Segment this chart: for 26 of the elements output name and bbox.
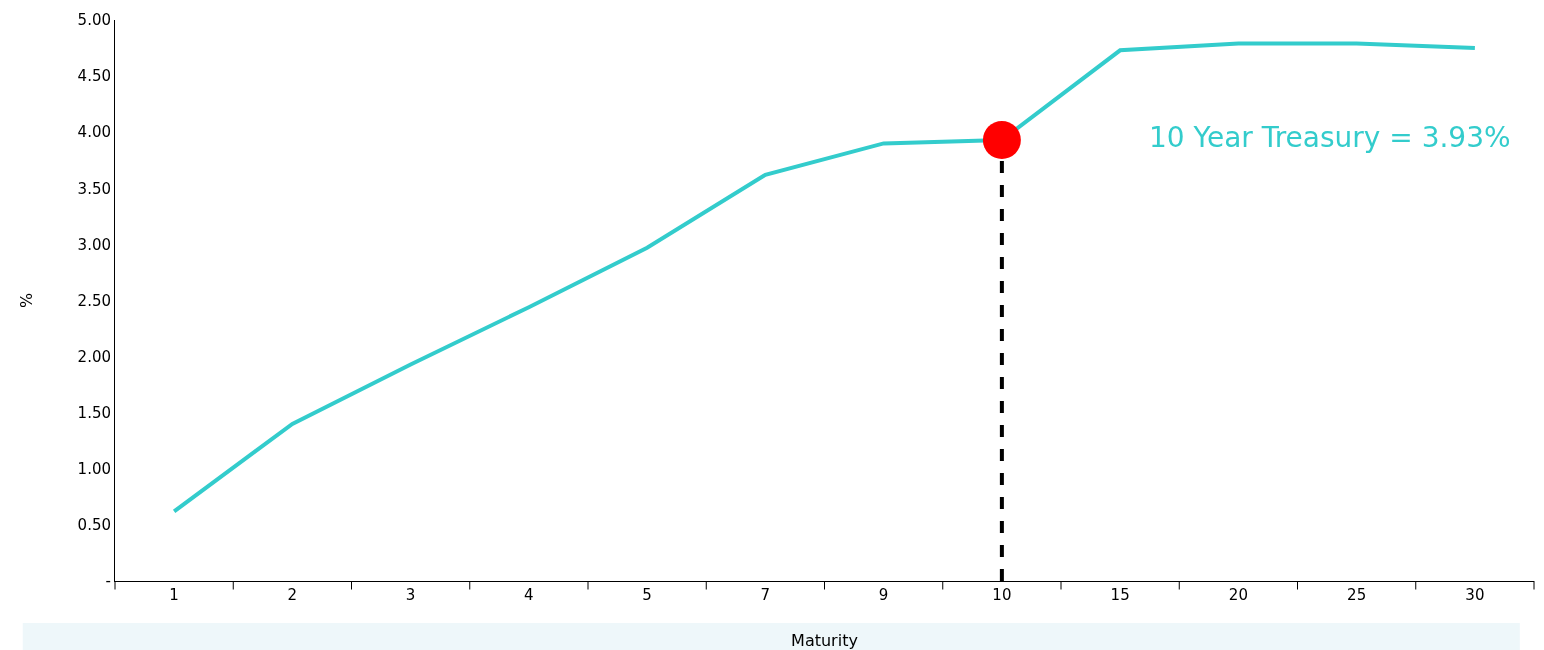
x-tick-label: 2	[287, 586, 298, 604]
y-tick-label: 1.50	[77, 403, 111, 422]
x-tick-label: 3	[405, 586, 416, 604]
annotation: 10 Year Treasury = 3.93%	[1149, 121, 1511, 154]
x-tick-label: 25	[1347, 586, 1367, 604]
y-tick-label: 4.50	[77, 67, 111, 86]
x-tick-label: 15	[1110, 586, 1130, 604]
y-axis-title: %	[17, 292, 37, 309]
x-tick-label: 5	[642, 586, 652, 604]
x-tick-label: 7	[760, 586, 771, 604]
x-tick-label: 20	[1228, 586, 1248, 604]
x-tick-label: 4	[524, 586, 534, 604]
y-tick-label: 5.00	[77, 11, 111, 30]
y-tick-label: 0.50	[77, 516, 111, 535]
x-tick-label: 30	[1465, 586, 1485, 604]
x-tick-label: 1	[169, 586, 179, 604]
y-tick-label: 3.00	[77, 235, 111, 254]
y-tick-label: 2.00	[77, 347, 111, 366]
x-tick-label: 10	[992, 586, 1012, 604]
y-tick-label: 1.00	[77, 460, 111, 479]
y-tick-label: 3.50	[77, 179, 111, 198]
x-axis-title: Maturity	[791, 631, 858, 650]
x-tick-label: 9	[878, 586, 889, 604]
y-tick-label: -	[105, 572, 111, 591]
y-tick-label: 4.00	[77, 123, 111, 142]
y-tick-label: 2.50	[77, 291, 111, 310]
